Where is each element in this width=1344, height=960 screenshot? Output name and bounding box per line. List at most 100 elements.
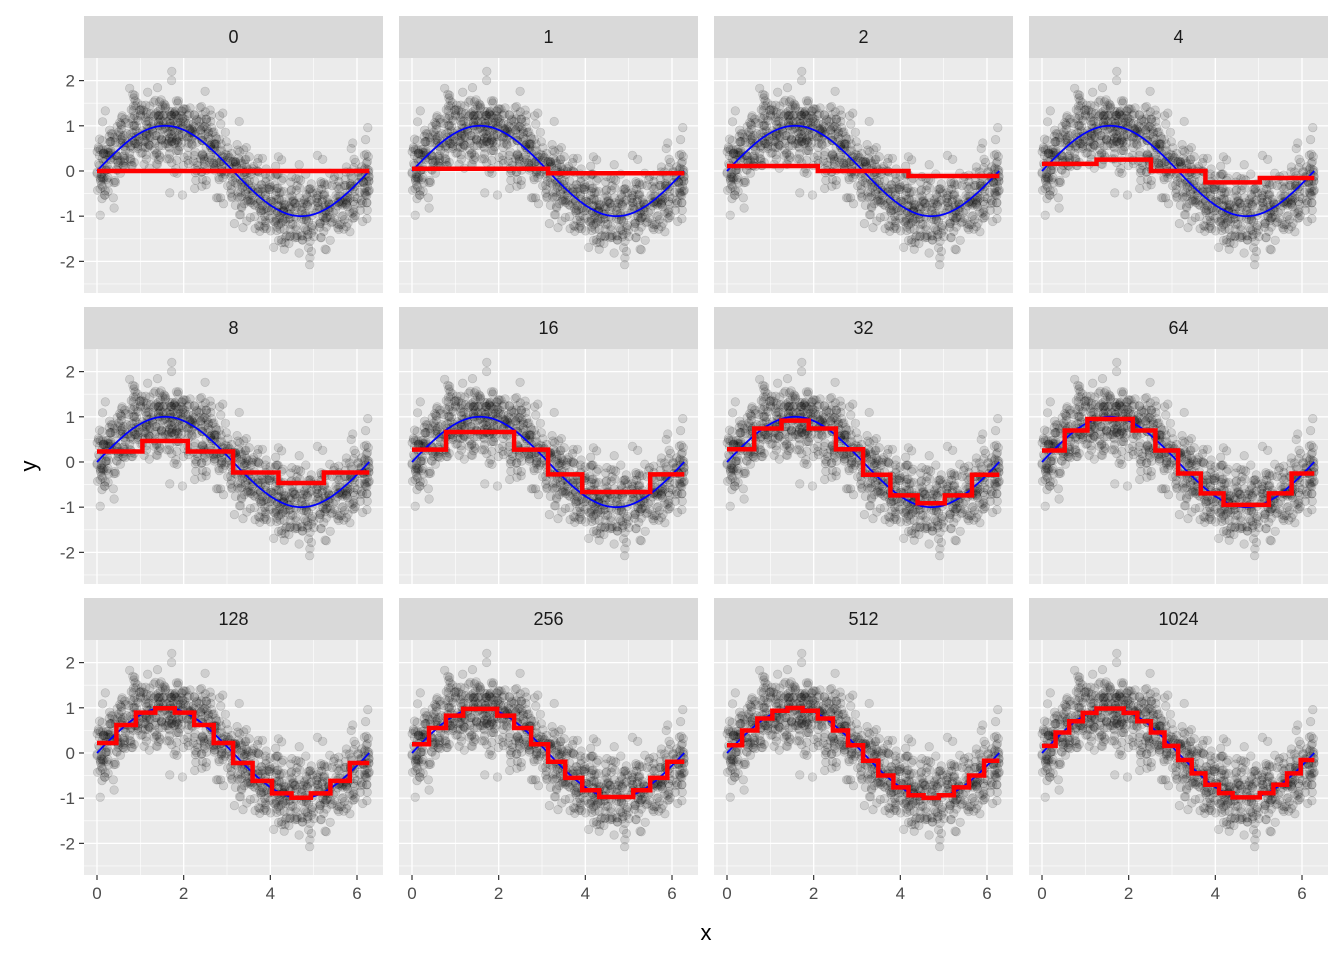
data-point <box>141 150 151 160</box>
data-point <box>441 157 451 167</box>
data-point <box>255 226 265 236</box>
data-point <box>318 211 328 221</box>
data-point <box>95 184 105 194</box>
data-point <box>304 184 314 194</box>
data-point <box>859 219 870 229</box>
y-tick-label: 2 <box>66 72 75 91</box>
data-point <box>119 141 129 151</box>
data-point <box>1305 135 1316 145</box>
data-point <box>244 152 254 162</box>
data-point <box>841 193 852 203</box>
data-point <box>487 155 497 165</box>
data-point <box>345 183 355 193</box>
data-point <box>601 177 611 187</box>
data-point <box>189 110 199 120</box>
data-point <box>274 235 284 245</box>
data-point <box>292 230 302 240</box>
data-point <box>350 157 361 167</box>
data-point <box>118 151 128 161</box>
data-point <box>355 205 365 215</box>
data-point <box>152 82 163 93</box>
data-point <box>946 233 956 243</box>
data-point <box>586 186 597 196</box>
data-point <box>1103 119 1113 129</box>
data-point <box>325 526 335 536</box>
data-point <box>260 212 270 222</box>
data-point <box>1135 183 1145 194</box>
data-point <box>239 199 249 209</box>
data-point <box>595 238 605 248</box>
data-point <box>487 118 497 128</box>
data-point <box>799 127 810 137</box>
data-point <box>294 193 304 203</box>
data-point <box>222 152 233 162</box>
data-point <box>261 177 271 187</box>
data-point <box>410 210 420 220</box>
data-point <box>260 221 270 231</box>
data-point <box>674 150 685 160</box>
data-point <box>306 195 316 205</box>
data-point <box>150 110 160 120</box>
data-point <box>305 253 315 263</box>
data-point <box>420 125 430 135</box>
data-point <box>484 127 495 137</box>
data-point <box>989 150 1000 160</box>
data-point <box>105 137 115 147</box>
data-point <box>303 520 313 531</box>
data-point <box>345 193 355 203</box>
data-point <box>1042 194 1052 204</box>
data-point <box>649 220 660 230</box>
data-point <box>100 397 110 407</box>
data-point <box>306 222 317 233</box>
data-point <box>139 159 149 169</box>
data-point <box>308 188 318 198</box>
data-point <box>1071 113 1081 123</box>
data-point <box>216 410 226 420</box>
data-point <box>943 185 954 195</box>
data-point <box>1214 242 1224 252</box>
data-point <box>1178 145 1188 155</box>
data-point <box>163 126 173 136</box>
data-point <box>361 158 371 168</box>
data-point <box>1172 191 1182 201</box>
data-point <box>116 119 126 129</box>
data-point <box>291 174 301 184</box>
data-point <box>726 180 737 190</box>
data-point <box>869 159 880 169</box>
data-point <box>241 458 251 468</box>
data-point <box>1237 230 1247 240</box>
data-point <box>274 188 285 198</box>
data-point <box>271 214 282 224</box>
data-point <box>864 210 875 220</box>
data-point <box>173 98 183 108</box>
data-point <box>356 195 366 206</box>
data-point <box>813 110 823 120</box>
data-point <box>319 226 329 236</box>
facet-panel-1: 1 <box>399 16 698 293</box>
data-point <box>1225 238 1235 248</box>
data-point <box>229 219 239 229</box>
data-point <box>203 137 213 147</box>
data-point <box>270 217 281 227</box>
data-point <box>664 213 674 223</box>
data-point <box>358 507 368 518</box>
data-point <box>155 152 165 162</box>
data-point <box>133 115 143 126</box>
data-point <box>1257 150 1267 160</box>
data-point <box>410 134 420 144</box>
data-point <box>167 66 177 76</box>
data-point <box>1050 137 1060 147</box>
data-point <box>1074 90 1085 100</box>
data-point <box>183 159 193 169</box>
y-tick-label: 1 <box>66 117 75 136</box>
data-point <box>1112 66 1122 76</box>
data-point <box>120 114 130 124</box>
data-point <box>1203 205 1214 215</box>
data-point <box>244 196 254 206</box>
facet-strip-label: 4 <box>1173 27 1183 47</box>
data-point <box>97 194 107 204</box>
data-point <box>545 157 556 167</box>
data-point <box>184 119 194 129</box>
data-point <box>1161 139 1171 149</box>
data-point <box>179 152 189 162</box>
